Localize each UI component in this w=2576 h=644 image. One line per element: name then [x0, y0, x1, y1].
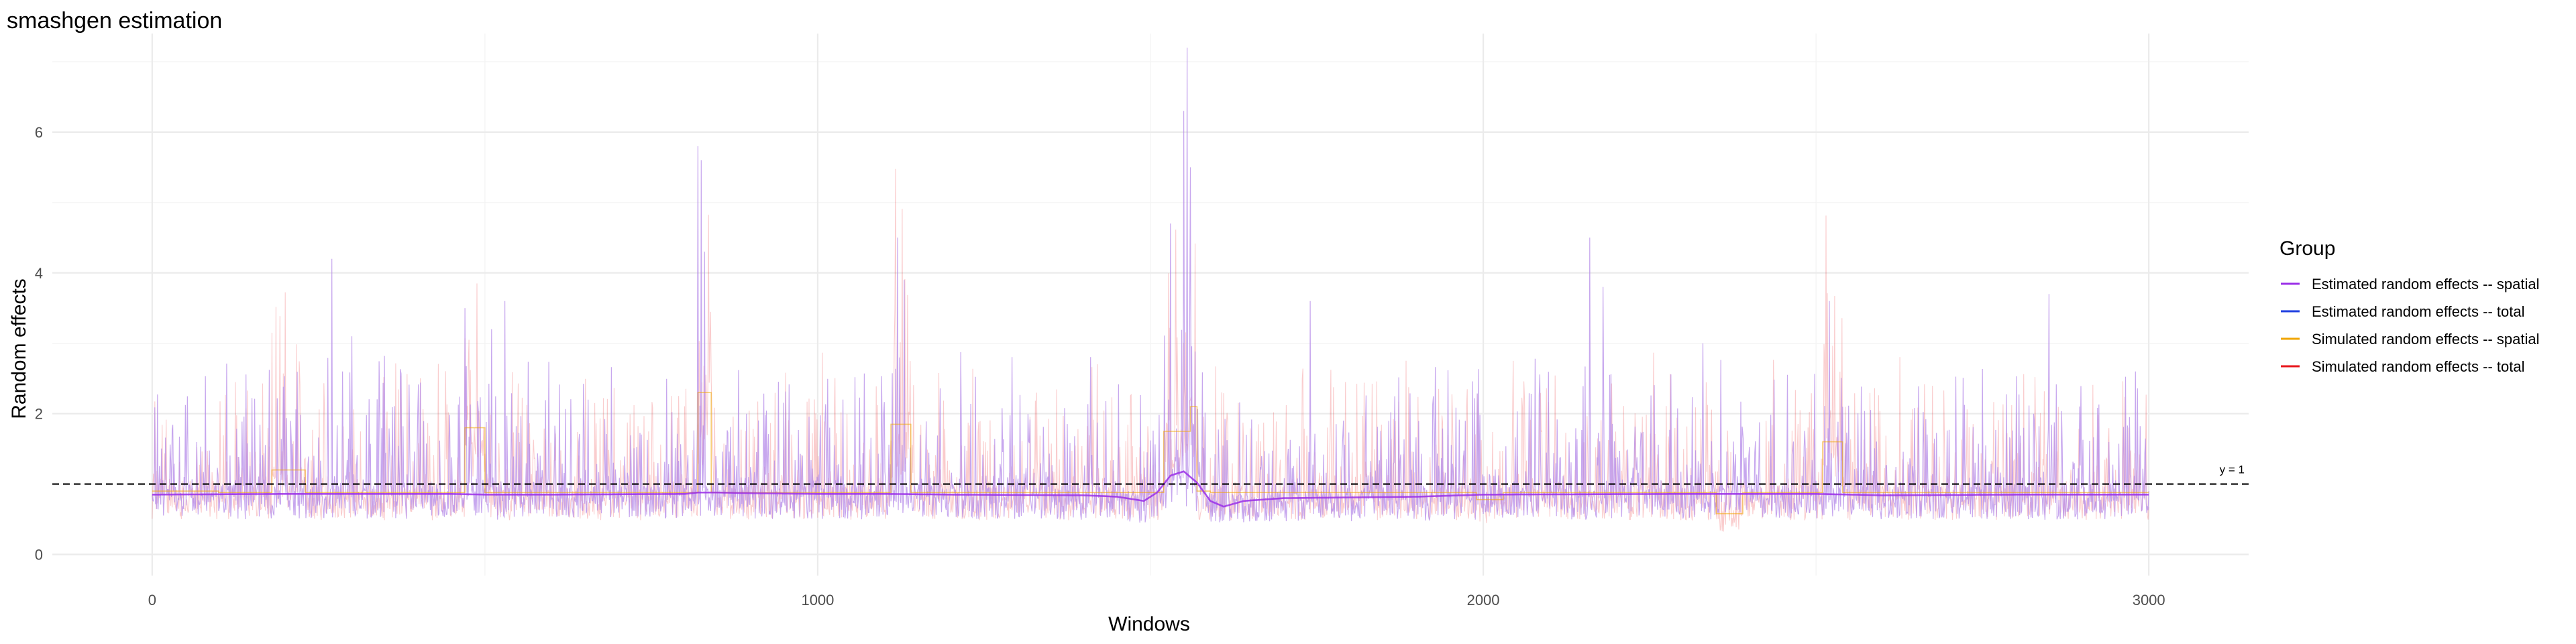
legend-entry-label: Estimated random effects -- spatial	[2312, 276, 2540, 292]
y-tick-label: 0	[35, 547, 43, 564]
y-tick-label: 2	[35, 406, 43, 423]
legend-entry-label: Estimated random effects -- total	[2312, 303, 2525, 320]
plot-grid	[52, 34, 2249, 576]
x-tick-label: 3000	[2133, 592, 2165, 608]
reference-line-label: y = 1	[2220, 464, 2245, 476]
x-tick-label: 2000	[1467, 592, 1500, 608]
legend-entry-label: Simulated random effects -- spatial	[2312, 331, 2540, 347]
simulated-spatial-line	[152, 392, 2149, 515]
y-axis-ticks: 0 2 4 6	[35, 124, 43, 564]
legend-entry-label: Simulated random effects -- total	[2312, 358, 2525, 375]
chart-title: smashgen estimation	[7, 8, 222, 34]
x-tick-label: 0	[148, 592, 156, 608]
x-tick-label: 1000	[801, 592, 834, 608]
legend-title: Group	[2279, 237, 2335, 260]
simulated-spatial-series	[152, 392, 2149, 515]
x-axis-title: Windows	[1108, 613, 1190, 635]
estimated-spatial-series	[152, 470, 2149, 508]
estimated-spatial-line	[152, 470, 2149, 508]
x-axis-ticks: 0 1000 2000 3000	[148, 592, 2165, 608]
y-tick-label: 4	[35, 265, 43, 282]
y-axis-title: Random effects	[8, 278, 30, 419]
legend: Group Estimated random effects -- spatia…	[2279, 237, 2540, 375]
y-tick-label: 6	[35, 124, 43, 141]
